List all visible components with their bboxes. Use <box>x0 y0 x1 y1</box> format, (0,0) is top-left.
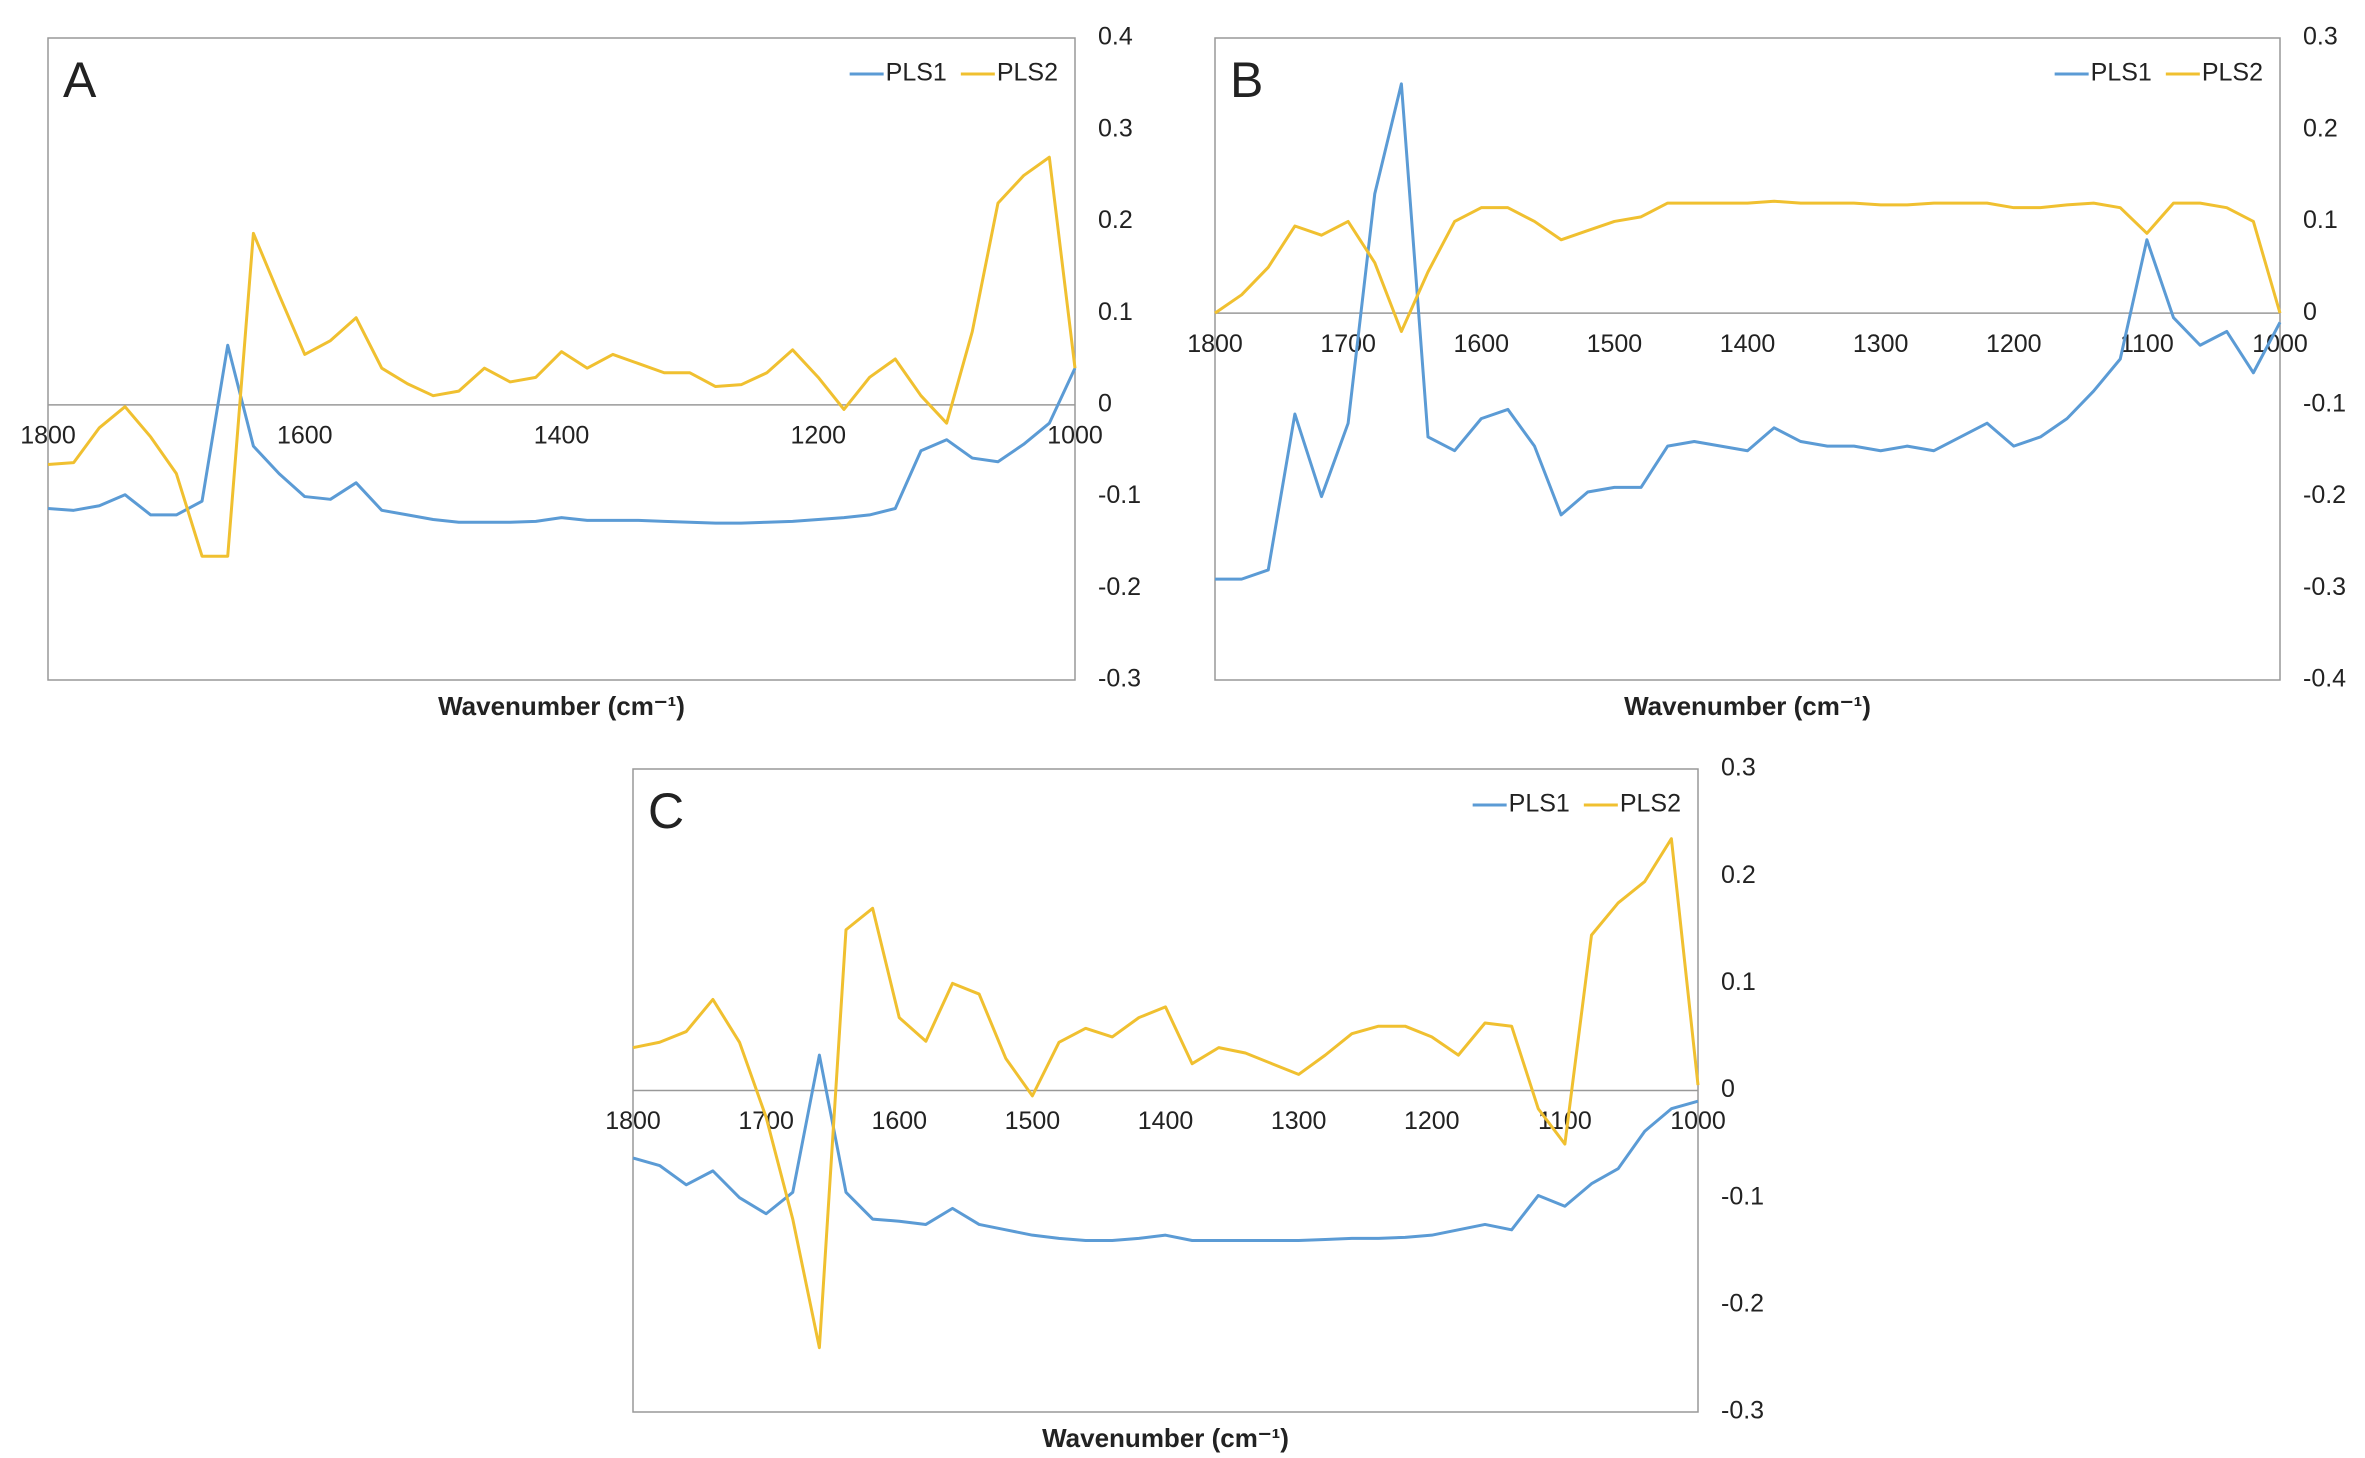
x-tick-label: 1300 <box>1271 1107 1327 1135</box>
x-tick-label: 1600 <box>277 421 333 449</box>
data-line <box>1215 82 2282 581</box>
x-tick-label: 1400 <box>1720 330 1776 358</box>
x-axis-label: Wavenumber (cm⁻¹) <box>1042 1423 1289 1453</box>
x-tick-label: 1600 <box>871 1107 927 1135</box>
x-axis-label: Wavenumber (cm⁻¹) <box>438 691 685 721</box>
y-tick-label: -0.4 <box>2303 665 2346 693</box>
x-tick-label: 1400 <box>534 421 590 449</box>
chart-panel: 1800 1600 1400 1200 1000 -0.3 -0.2 -0.1 0 0.1 0.2 0… <box>20 23 1141 721</box>
panel-label: C <box>648 783 684 839</box>
plot-frame <box>47 37 1076 681</box>
legend-label: PLS1 <box>886 59 947 87</box>
y-tick-label: 0.3 <box>2303 23 2338 51</box>
y-tick-label: 0.1 <box>2303 206 2338 234</box>
x-axis-label: Wavenumber (cm⁻¹) <box>1624 691 1871 721</box>
y-tick-label: -0.3 <box>2303 573 2346 601</box>
y-tick-label: 0.3 <box>1098 114 1133 142</box>
y-tick-label: 0.3 <box>1721 754 1756 782</box>
y-tick-label: -0.1 <box>1721 1182 1764 1210</box>
data-line <box>47 343 1077 525</box>
data-line <box>632 1053 1699 1243</box>
legend-label: PLS2 <box>997 59 1058 87</box>
x-tick-label: 1200 <box>1404 1107 1460 1135</box>
y-tick-label: -0.3 <box>1098 665 1141 693</box>
y-tick-label: -0.2 <box>1098 573 1141 601</box>
plot-frame <box>1214 37 2281 681</box>
y-tick-label: 0 <box>1721 1075 1735 1103</box>
panel-label: B <box>1230 52 1263 108</box>
y-tick-label: 0 <box>2303 298 2317 326</box>
x-tick-label: 1700 <box>1320 330 1376 358</box>
x-tick-label: 1600 <box>1453 330 1509 358</box>
y-tick-label: -0.2 <box>1721 1289 1764 1317</box>
y-tick-label: 0.1 <box>1721 968 1756 996</box>
y-tick-label: -0.1 <box>2303 389 2346 417</box>
x-tick-label: 1100 <box>2120 330 2174 358</box>
chart-panel: 1800 1700 1600 1500 1400 1300 1200 1100 1000-0.3… <box>605 754 1764 1453</box>
data-line <box>1214 199 2282 333</box>
x-tick-label: 1500 <box>1005 1107 1061 1135</box>
x-tick-label: 1000 <box>1670 1107 1726 1135</box>
legend-label: PLS1 <box>2091 59 2152 87</box>
y-tick-label: -0.2 <box>2303 481 2346 509</box>
x-tick-label: 1000 <box>1047 421 1103 449</box>
y-tick-label: 0.2 <box>1098 206 1133 234</box>
x-tick-label: 1800 <box>605 1107 661 1135</box>
y-tick-label: 0.4 <box>1098 23 1133 51</box>
x-tick-label: 1500 <box>1587 330 1643 358</box>
data-line <box>632 837 1700 1350</box>
legend-label: PLS1 <box>1509 790 1570 818</box>
x-tick-label: 1800 <box>20 421 76 449</box>
y-tick-label: 0.2 <box>2303 114 2338 142</box>
legend-label: PLS2 <box>1620 790 1681 818</box>
y-tick-label: 0.1 <box>1098 298 1133 326</box>
legend-label: PLS2 <box>2202 59 2263 87</box>
x-tick-label: 1200 <box>1986 330 2042 358</box>
y-tick-label: -0.1 <box>1098 481 1141 509</box>
data-line <box>47 155 1077 558</box>
x-tick-label: 1400 <box>1138 1107 1194 1135</box>
panel-label: A <box>63 52 97 108</box>
x-tick-label: 1000 <box>2252 330 2308 358</box>
x-tick-label: 1800 <box>1187 330 1243 358</box>
y-tick-label: 0.2 <box>1721 861 1756 889</box>
y-tick-label: 0 <box>1098 389 1112 417</box>
x-tick-label: 1300 <box>1853 330 1909 358</box>
x-tick-label: 1200 <box>790 421 846 449</box>
chart-panel: 1800 1700 1600 1500 1400 1300 1200 1100 1000 -0.4… <box>1187 23 2346 721</box>
y-tick-label: -0.3 <box>1721 1397 1764 1425</box>
